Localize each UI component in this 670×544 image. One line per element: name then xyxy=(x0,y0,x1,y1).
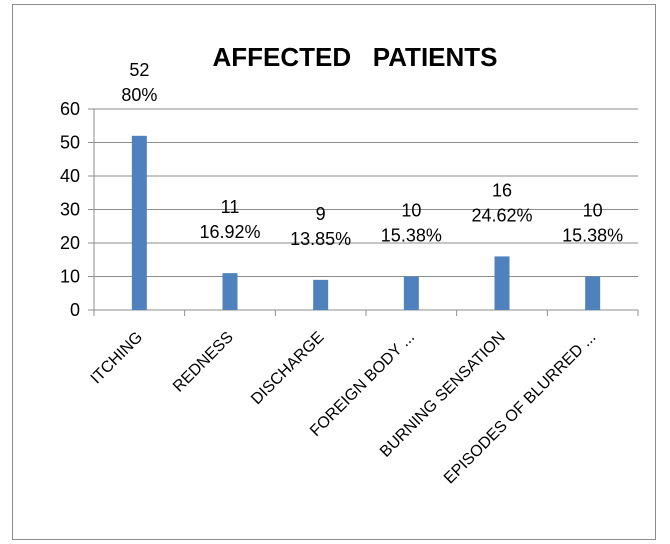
bar xyxy=(585,276,601,310)
y-tick-label: 20 xyxy=(60,233,80,253)
y-tick-label: 30 xyxy=(60,200,80,220)
percent-label: 80% xyxy=(121,85,157,105)
bar xyxy=(131,135,147,310)
y-axis-ticks: 0 10 20 30 40 50 60 xyxy=(60,99,80,320)
bar xyxy=(222,273,238,310)
gridlines xyxy=(94,108,638,277)
value-label: 10 xyxy=(401,201,421,221)
percent-label: 15.38% xyxy=(562,226,623,246)
y-tick-label: 10 xyxy=(60,267,80,287)
percent-label: 24.62% xyxy=(471,205,532,225)
category-label: EPISODES OF BLURRED ... xyxy=(441,329,600,488)
data-labels: 52 80% 11 16.92% 9 13.85% 10 15.38% 16 24.62% 10 15… xyxy=(121,60,623,249)
value-label: 9 xyxy=(316,204,326,224)
category-label: ITCHING xyxy=(88,329,147,388)
chart-title: AFFECTED PATIENTS xyxy=(212,42,497,72)
value-label: 10 xyxy=(583,201,603,221)
chart-frame xyxy=(12,4,656,540)
category-label: DISCHARGE xyxy=(248,329,327,408)
y-tick-label: 40 xyxy=(60,166,80,186)
bar xyxy=(313,279,329,310)
percent-label: 16.92% xyxy=(199,222,260,242)
value-label: 52 xyxy=(129,60,149,80)
bar xyxy=(403,276,419,310)
category-label: REDNESS xyxy=(170,329,237,396)
y-tick-label: 60 xyxy=(60,99,80,119)
axes xyxy=(88,108,639,316)
bar xyxy=(494,256,510,310)
percent-label: 13.85% xyxy=(290,229,351,249)
value-label: 16 xyxy=(492,180,512,200)
y-tick-label: 50 xyxy=(60,133,80,153)
value-label: 11 xyxy=(221,197,240,217)
percent-label: 15.38% xyxy=(381,226,442,246)
bars xyxy=(131,135,601,310)
y-tick-label: 0 xyxy=(70,300,80,320)
